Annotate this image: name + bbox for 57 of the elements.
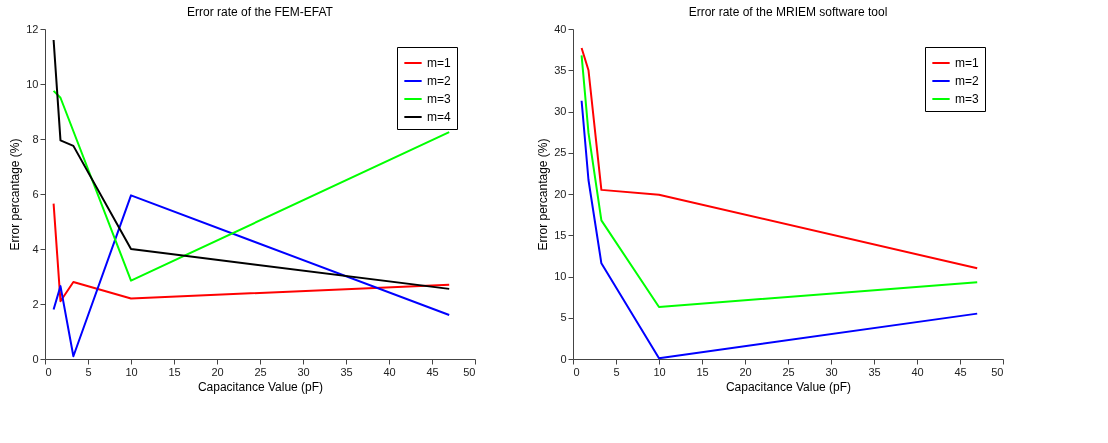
x-tick-label: 5 — [85, 365, 92, 378]
line-series — [52, 89, 451, 282]
y-tick-label: 6 — [32, 187, 39, 200]
line-series — [52, 194, 451, 358]
y-tick-label: 30 — [554, 105, 567, 117]
x-tick-label: 5 — [613, 365, 620, 378]
x-tick-label: 0 — [573, 365, 580, 378]
x-tick-label: 0 — [45, 365, 52, 378]
y-tick-label: 8 — [32, 132, 39, 145]
x-tick-label: 15 — [168, 365, 181, 378]
chart-title: Error rate of the FEM-EFAT — [187, 5, 334, 19]
legend-label: m=4 — [427, 110, 451, 124]
y-tick-label: 15 — [554, 228, 567, 241]
x-tick-label: 20 — [211, 365, 224, 378]
x-axis-title: Capacitance Value (pF) — [197, 379, 324, 394]
y-axis-title: Error percantage (%) — [8, 138, 23, 251]
line-series — [52, 202, 451, 303]
y-tick-label: 25 — [554, 146, 567, 159]
legend-label: m=2 — [955, 74, 979, 88]
x-tick-label: 25 — [782, 365, 795, 378]
line-series — [580, 54, 979, 309]
x-tick-label: 20 — [739, 365, 752, 378]
x-tick-label: 50 — [991, 365, 1004, 378]
x-tick-label: 35 — [868, 365, 881, 378]
line-series — [52, 39, 451, 290]
y-tick-label: 10 — [26, 77, 39, 90]
legend-label: m=3 — [955, 92, 979, 106]
y-tick-label: 0 — [560, 352, 567, 365]
x-tick-label: 15 — [696, 365, 709, 378]
legend-label: m=1 — [427, 56, 451, 70]
x-axis-title: Capacitance Value (pF) — [725, 379, 852, 394]
x-tick-label: 30 — [825, 365, 838, 378]
x-tick-label: 45 — [954, 365, 967, 378]
x-tick-label: 25 — [254, 365, 267, 378]
legend-label: m=3 — [427, 92, 451, 106]
chart-title: Error rate of the MRIEM software tool — [688, 5, 888, 19]
line-series — [580, 46, 979, 270]
x-tick-label: 40 — [383, 365, 396, 378]
x-tick-label: 40 — [911, 365, 924, 378]
y-tick-label: 20 — [554, 187, 567, 200]
y-tick-label: 40 — [554, 22, 567, 35]
y-tick-label: 2 — [32, 297, 39, 310]
y-axis-title: Error percantage (%) — [536, 138, 551, 251]
y-tick-label: 35 — [554, 63, 567, 76]
x-tick-label: 45 — [426, 365, 439, 378]
y-tick-label: 0 — [32, 352, 39, 365]
y-tick-label: 4 — [32, 242, 39, 255]
y-tick-label: 12 — [26, 22, 39, 35]
x-tick-label: 35 — [340, 365, 353, 378]
x-tick-label: 10 — [653, 365, 666, 378]
x-tick-label: 10 — [125, 365, 138, 378]
legend-label: m=1 — [955, 56, 979, 70]
x-tick-label: 50 — [463, 365, 476, 378]
x-tick-label: 30 — [297, 365, 310, 378]
y-tick-label: 5 — [560, 311, 567, 324]
legend-label: m=2 — [427, 74, 451, 88]
y-tick-label: 10 — [554, 270, 567, 282]
